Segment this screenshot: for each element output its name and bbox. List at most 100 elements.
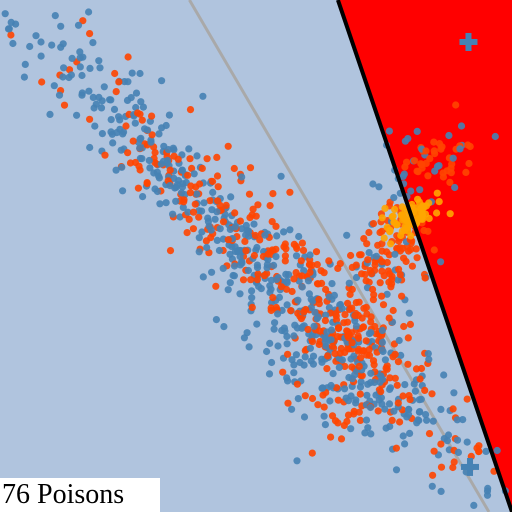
class-a-point [37, 38, 45, 46]
poison-point [414, 195, 422, 203]
class-b-point [352, 261, 360, 269]
class-a-point [78, 71, 86, 80]
class-b-point [378, 267, 386, 275]
class-b-point [363, 310, 371, 318]
class-b-point [335, 324, 343, 332]
class-b-point [332, 310, 340, 318]
class-a-point [272, 253, 280, 261]
class-b-point [308, 338, 317, 346]
class-b-point [214, 183, 222, 191]
class-a-point [401, 381, 409, 389]
class-a-point [378, 400, 386, 408]
class-a-point [341, 385, 349, 393]
class-b-point [136, 110, 144, 118]
class-b-point [365, 228, 373, 237]
class-a-point [345, 279, 353, 287]
class-b-point [374, 241, 382, 249]
class-b-point [268, 218, 276, 226]
class-a-point [394, 276, 402, 284]
class-b-point [315, 300, 323, 308]
class-a-point [226, 279, 234, 287]
class-b-point [340, 319, 348, 327]
class-b-point [379, 301, 388, 309]
class-a-point [145, 156, 153, 165]
class-b-point [101, 151, 109, 159]
class-b-point [396, 271, 404, 279]
poison-point [378, 214, 386, 222]
class-a-point [110, 105, 119, 113]
class-a-point [300, 413, 309, 421]
class-a-point [320, 412, 328, 420]
class-b-point [213, 172, 222, 180]
poison-point [433, 209, 441, 217]
class-b-point [365, 346, 373, 354]
class-a-point [404, 135, 412, 143]
class-b-point [252, 212, 260, 220]
class-a-point [136, 69, 144, 78]
class-b-point [357, 251, 365, 259]
class-a-point [294, 296, 302, 304]
class-a-point [207, 226, 215, 234]
class-a-point [351, 317, 359, 325]
class-b-point [196, 180, 204, 188]
class-b-point [357, 371, 365, 379]
class-b-point [134, 184, 142, 192]
class-b-point [230, 164, 238, 173]
class-b-point [376, 279, 384, 287]
class-a-point [166, 182, 174, 190]
poison-point [446, 210, 454, 218]
class-b-point [269, 190, 277, 198]
class-b-point [324, 352, 332, 360]
class-a-point [338, 356, 346, 364]
class-b-point [331, 350, 339, 358]
class-b-point [362, 277, 370, 285]
poison-count-caption: 76 Poisons [0, 478, 160, 512]
class-a-point [367, 430, 375, 438]
class-b-point [186, 106, 195, 114]
class-b-point [224, 236, 232, 244]
class-a-point [309, 352, 318, 360]
class-b-point [406, 396, 414, 404]
class-a-point [449, 154, 457, 162]
class-a-point [327, 381, 335, 390]
class-b-point [422, 159, 430, 167]
class-b-point [400, 322, 408, 331]
class-b-point [166, 166, 174, 174]
class-b-point [214, 197, 222, 205]
class-a-point [293, 457, 301, 465]
class-b-point [385, 314, 393, 322]
class-a-point [245, 343, 253, 351]
class-a-point [378, 338, 386, 346]
class-a-point [298, 283, 306, 291]
class-b-point [241, 237, 249, 245]
class-a-point [48, 41, 56, 49]
class-b-point [401, 163, 409, 171]
class-a-point [456, 145, 464, 153]
class-a-point [286, 226, 294, 234]
plus-marker-1 [459, 32, 478, 51]
class-b-point [277, 283, 285, 291]
class-a-point [385, 127, 393, 135]
class-a-point [440, 371, 448, 379]
class-a-point [437, 258, 445, 266]
class-a-point [444, 431, 453, 439]
class-a-point [234, 248, 242, 256]
class-a-point [107, 116, 115, 124]
class-a-point [264, 256, 272, 264]
class-a-point [200, 199, 208, 207]
class-a-point [445, 131, 453, 140]
class-b-point [425, 430, 434, 438]
class-b-point [362, 303, 370, 311]
class-b-point [187, 182, 195, 190]
class-b-point [189, 208, 198, 216]
class-b-point [282, 245, 290, 253]
class-b-point [408, 262, 416, 270]
class-b-point [334, 333, 342, 341]
class-a-point [236, 290, 244, 298]
class-a-point [124, 78, 132, 86]
class-a-point [405, 309, 413, 317]
class-b-point [348, 339, 356, 347]
class-b-point [126, 159, 135, 167]
class-a-point [5, 25, 13, 33]
